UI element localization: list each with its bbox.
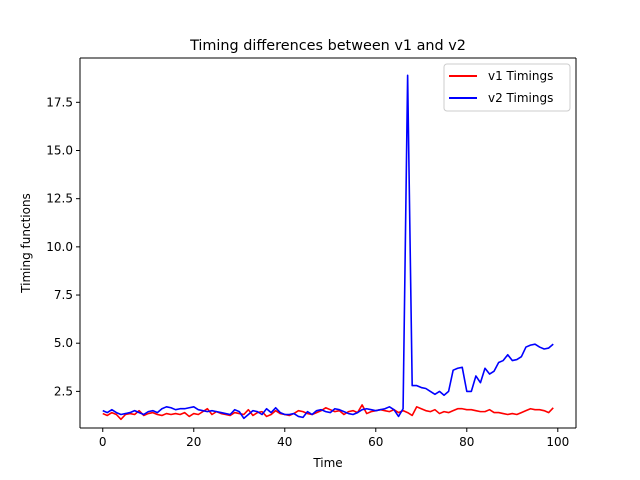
y-tick-label: 10.0 [46,240,73,254]
y-tick-label: 17.5 [46,95,73,109]
legend: v1 Timings v2 Timings [443,63,571,112]
chart-title: Timing differences between v1 and v2 [189,38,466,54]
legend-label-v1: v1 Timings [488,69,553,83]
y-tick-label: 7.5 [54,288,73,302]
series-line-v1 [102,404,554,421]
y-axis-title: Timing functions [19,193,33,294]
x-axis-ticks: 0 20 40 60 80 100 [99,428,569,449]
legend-label-v2: v2 Timings [488,91,553,105]
series-layer [102,74,554,421]
x-tick-label: 100 [546,435,569,449]
y-tick-label: 5.0 [54,336,73,350]
plot-area [80,58,576,428]
y-tick-label: 12.5 [46,192,73,206]
x-tick-label: 80 [459,435,474,449]
x-tick-label: 20 [186,435,201,449]
y-axis-ticks: 2.5 5.0 7.5 10.0 12.5 15.0 17.5 [46,95,80,398]
series-line-v2 [102,74,554,420]
axes-frame [79,57,577,429]
x-tick-label: 60 [368,435,383,449]
y-tick-label: 15.0 [46,144,73,158]
y-tick-label: 2.5 [54,384,73,398]
x-axis-title: Time [312,456,342,470]
x-tick-label: 0 [99,435,107,449]
x-tick-label: 40 [277,435,292,449]
